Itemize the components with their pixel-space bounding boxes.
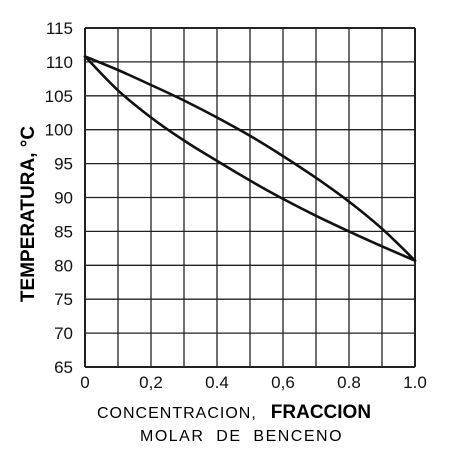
y-tick-label: 95: [54, 155, 73, 174]
y-tick-label: 100: [45, 121, 73, 140]
x-axis-title-part-b: FRACCION: [271, 402, 371, 423]
y-tick-label: 75: [54, 290, 73, 309]
x-tick-labels: 0 0,2 0.4 0,6 0.8 1.0: [80, 373, 427, 392]
upper-curve: [83, 55, 417, 262]
grid: [84, 27, 416, 368]
x-tick-label: 0,6: [271, 373, 295, 392]
x-axis-title-part-a: CONCENTRACION,: [97, 405, 257, 422]
y-tick-label: 85: [54, 222, 73, 241]
x-tick-label: 0.4: [205, 373, 229, 392]
lower-curve: [83, 55, 417, 262]
x-tick-label: 0,2: [139, 373, 163, 392]
y-tick-label: 90: [54, 189, 73, 208]
y-axis-title: TEMPERATURA, °C: [18, 126, 39, 302]
x-tick-label: 0.8: [337, 373, 361, 392]
x-axis-title-line2: MOLAR DE BENCENO: [140, 428, 343, 445]
curves: [83, 55, 417, 262]
x-tick-label: 0: [80, 373, 89, 392]
y-tick-label: 105: [45, 87, 73, 106]
y-tick-label: 110: [46, 53, 73, 72]
y-tick-label: 65: [54, 358, 73, 377]
y-tick-labels: 65 70 75 80 85 90 95 100 105 110 115: [45, 19, 73, 377]
x-axis-title-line1: CONCENTRACION, FRACCION: [97, 402, 371, 423]
x-tick-label: 1.0: [403, 373, 427, 392]
y-tick-label: 70: [54, 324, 73, 343]
y-tick-label: 80: [54, 256, 73, 275]
y-tick-label: 115: [46, 19, 73, 38]
